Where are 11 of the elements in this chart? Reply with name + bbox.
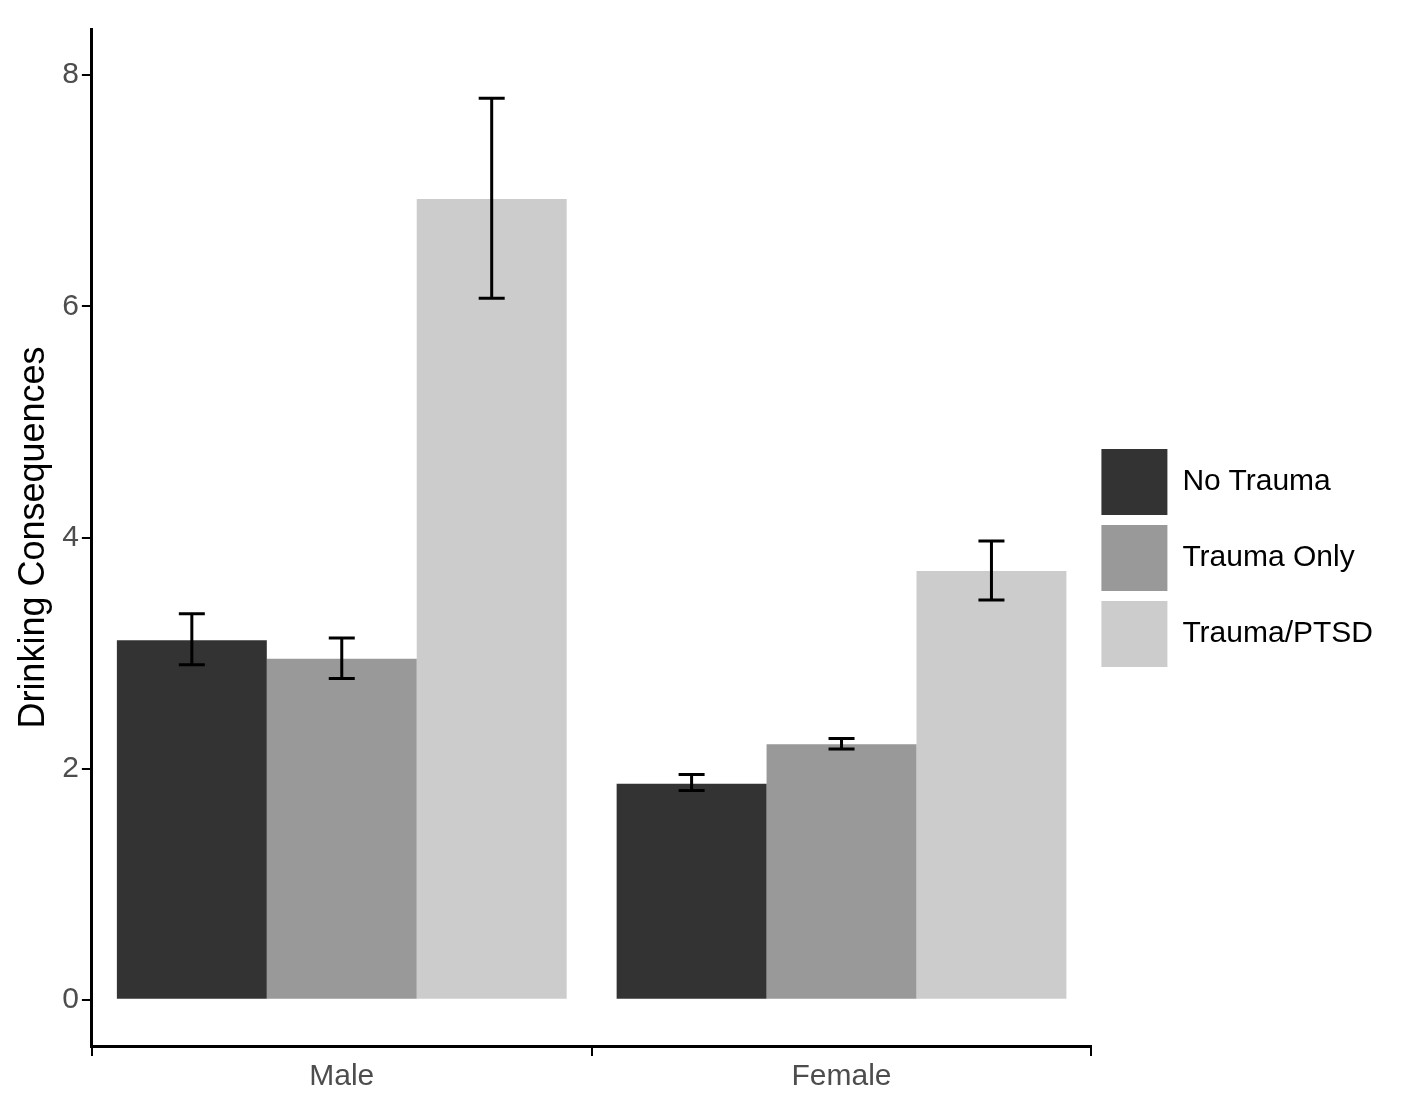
legend-label: Trauma/PTSD — [1182, 615, 1373, 649]
y-tick-label: 4 — [62, 518, 79, 552]
y-axis-title: Drinking Consequences — [10, 346, 52, 729]
x-tick-label: Female — [791, 1058, 892, 1092]
y-tick-label: 6 — [62, 287, 79, 321]
y-tick-label: 0 — [62, 981, 79, 1015]
x-tick-label: Male — [309, 1058, 375, 1092]
legend-label: Trauma Only — [1182, 539, 1355, 573]
y-tick-label: 2 — [62, 749, 79, 783]
legend-label: No Trauma — [1182, 463, 1332, 497]
y-tick-label: 8 — [62, 56, 79, 90]
